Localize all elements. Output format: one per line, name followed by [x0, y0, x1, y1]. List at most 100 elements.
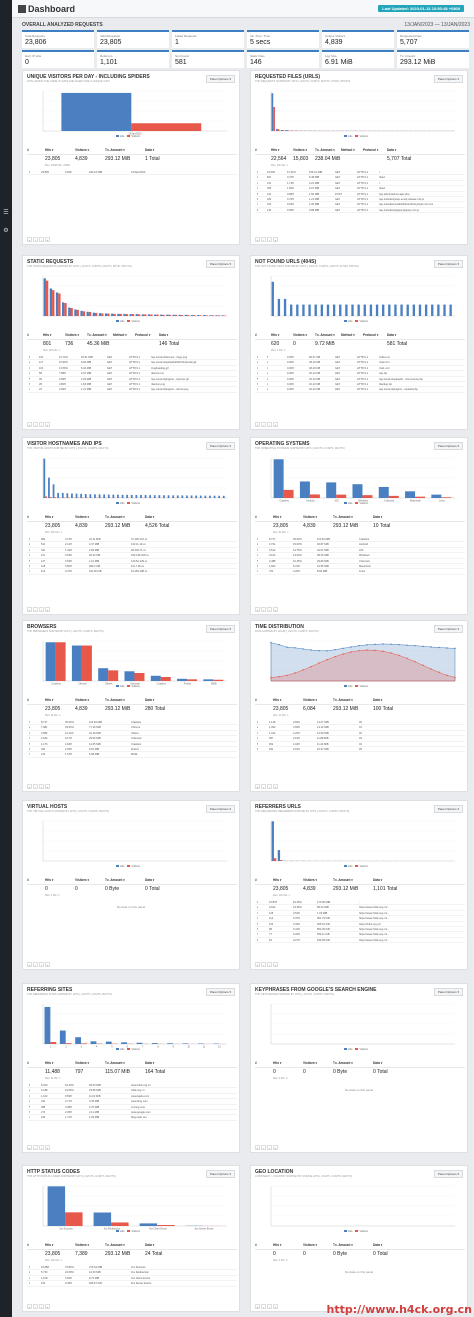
- table-row[interactable]: 3 100 13.59% 6.42 MiB GET HTTP/1.1/img/loadin…: [27, 366, 237, 372]
- bar-visitors[interactable]: [168, 314, 171, 316]
- table-row[interactable]: 5 210 0.88% 1.50 MiB POST HTTP/1.1/wp-admin/a…: [255, 192, 465, 197]
- bar-hits[interactable]: [277, 298, 281, 316]
- table-row[interactable]: 3 3,512 14.75% 42.01 MiB iOS: [255, 548, 465, 554]
- table-row[interactable]: 3 1,108 4.65% 9.72 MiB 4xx Client Errors: [27, 1276, 237, 1282]
- bar-hits[interactable]: [271, 821, 274, 861]
- bar-visitors[interactable]: [108, 670, 119, 681]
- bar-hits[interactable]: [314, 304, 317, 316]
- table-row[interactable]: 3 1,102 9.59% 11.02 MiB www.baidu.com: [27, 1094, 237, 1100]
- bar-hits[interactable]: [71, 493, 73, 498]
- pager-button[interactable]: «: [255, 1145, 260, 1150]
- bar-hits[interactable]: [424, 304, 428, 316]
- column-header[interactable]: Visitors ▾: [303, 1243, 318, 1247]
- bar-hits[interactable]: [222, 495, 225, 498]
- bar-hits[interactable]: [388, 304, 391, 316]
- bar-visitors[interactable]: [119, 313, 122, 316]
- point-hits[interactable]: [382, 643, 384, 645]
- column-header[interactable]: #: [255, 878, 257, 882]
- table-row[interactable]: 5 127 0.53% 1.10 MiB 120.62.129.xx: [27, 559, 237, 564]
- panel-options-button[interactable]: Panel Options ▾: [205, 625, 235, 633]
- pager-button[interactable]: »: [273, 607, 278, 612]
- point-visitors[interactable]: [278, 675, 280, 678]
- column-header[interactable]: #: [255, 333, 257, 337]
- bar-hits[interactable]: [209, 315, 212, 316]
- bar-hits[interactable]: [167, 1043, 174, 1044]
- pager-button[interactable]: »: [45, 1304, 50, 1309]
- point-hits[interactable]: [310, 649, 312, 651]
- table-row[interactable]: 3 341 1.43% 2.83 MiB 66.249.71.xx: [27, 548, 237, 554]
- table-row[interactable]: 6 491 2.06% 6.81 MiB Firefox: [27, 747, 237, 753]
- bar-visitors[interactable]: [134, 673, 145, 681]
- table-row[interactable]: 1 8,717 36.62% 110.94 MiB Crawlers: [27, 720, 237, 726]
- pager-button[interactable]: ‹: [261, 962, 266, 967]
- point-visitors[interactable]: [326, 658, 328, 661]
- bar-hits[interactable]: [172, 495, 175, 498]
- table-row[interactable]: 7 374 1.57% 5.08 MiB MSIE: [27, 752, 237, 758]
- table-row[interactable]: 3 1,014 4.26% 12.59 MiB 02: [255, 731, 465, 737]
- column-header[interactable]: Visitors ▾: [65, 333, 80, 337]
- column-header[interactable]: Visitors ▾: [303, 1061, 318, 1065]
- column-header[interactable]: Data ▾: [387, 148, 397, 152]
- bar-visitors[interactable]: [107, 313, 110, 316]
- panel-options-button[interactable]: Panel Options ▾: [205, 988, 235, 996]
- bar-hits[interactable]: [139, 1223, 158, 1226]
- point-hits[interactable]: [286, 646, 288, 648]
- bar-visitors[interactable]: [282, 130, 285, 131]
- pager-button[interactable]: »: [45, 422, 50, 427]
- column-header[interactable]: Data ▾: [373, 1243, 383, 1247]
- gear-icon[interactable]: ⚙: [3, 228, 9, 234]
- bar-hits[interactable]: [280, 130, 283, 131]
- pager-button[interactable]: «: [27, 1145, 32, 1150]
- table-row[interactable]: 5 1,176 4.94% 14.45 MiB Crawlers: [27, 742, 237, 747]
- bar-hits[interactable]: [71, 645, 82, 681]
- point-hits[interactable]: [358, 644, 360, 647]
- bar-hits[interactable]: [378, 486, 389, 498]
- column-header[interactable]: Data ▾: [145, 1243, 155, 1247]
- column-header[interactable]: Tx. Amount ▾: [333, 515, 353, 519]
- bar-visitors[interactable]: [125, 314, 129, 316]
- point-visitors[interactable]: [414, 660, 416, 663]
- pager-button[interactable]: ›: [267, 1145, 272, 1150]
- bar-hits[interactable]: [400, 304, 403, 316]
- bar-hits[interactable]: [215, 315, 218, 316]
- bar-hits[interactable]: [136, 1042, 143, 1044]
- pager-button[interactable]: ›: [39, 962, 44, 967]
- bar-visitors[interactable]: [213, 679, 224, 681]
- point-visitors[interactable]: [430, 668, 432, 670]
- pager-button[interactable]: ›: [39, 1304, 44, 1309]
- bar-hits[interactable]: [437, 304, 440, 316]
- table-row[interactable]: 5 104 0.44% 905.61 KiB https://h4ck.org.cn/: [255, 922, 465, 927]
- column-header[interactable]: Visitors ▾: [75, 515, 90, 519]
- column-header[interactable]: Data ▾: [373, 698, 383, 702]
- pager-button[interactable]: ‹: [261, 607, 266, 612]
- bar-hits[interactable]: [190, 495, 193, 498]
- bar-hits[interactable]: [406, 304, 409, 316]
- bar-visitors[interactable]: [283, 489, 294, 498]
- bar-hits[interactable]: [147, 314, 151, 316]
- bar-visitors[interactable]: [50, 1042, 57, 1044]
- table-row[interactable]: 4 112 0.47% 991.75 KiB https://www.h4ck.org.…: [255, 916, 465, 922]
- pager-button[interactable]: »: [273, 784, 278, 789]
- column-header[interactable]: Hits ▾: [45, 1243, 54, 1247]
- bar-hits[interactable]: [154, 314, 157, 316]
- bar-visitors[interactable]: [388, 495, 399, 498]
- bar-visitors[interactable]: [113, 313, 116, 316]
- column-header[interactable]: Tx. Amount ▾: [105, 148, 125, 152]
- table-row[interactable]: 8 133 0.56% 0.88 MiB GET HTTP/1.1/wp-includes…: [255, 208, 465, 214]
- bar-visitors[interactable]: [65, 1043, 72, 1044]
- bar-hits[interactable]: [93, 1212, 112, 1226]
- bar-hits[interactable]: [181, 495, 184, 498]
- column-header[interactable]: Tx. Amount ▾: [315, 333, 335, 337]
- bar-hits[interactable]: [213, 495, 216, 498]
- point-visitors[interactable]: [438, 671, 440, 674]
- bar-hits[interactable]: [283, 298, 287, 316]
- column-header[interactable]: #: [27, 148, 29, 152]
- point-hits[interactable]: [270, 642, 272, 644]
- pager-button[interactable]: «: [255, 1304, 260, 1309]
- table-row[interactable]: 3 2,882 12.11% 42.18 MiB Others: [27, 731, 237, 737]
- bar-hits[interactable]: [190, 315, 194, 316]
- column-header[interactable]: Visitors ▾: [75, 148, 90, 152]
- bar-hits[interactable]: [129, 314, 132, 316]
- bar-hits[interactable]: [141, 314, 145, 316]
- table-row[interactable]: 7 196 1.71% 1.93 MiB blog.csdn.net: [27, 1115, 237, 1121]
